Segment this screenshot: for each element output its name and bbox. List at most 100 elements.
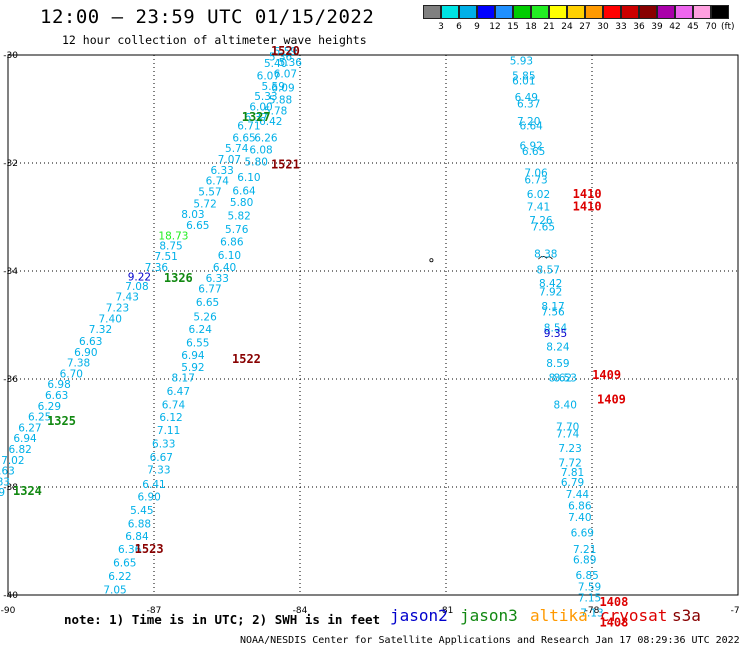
colorbar-label: 70: [705, 22, 717, 32]
y-tick-label: -34: [3, 267, 18, 277]
colorbar-swatch: [423, 5, 441, 19]
swh-label: 7.51: [154, 251, 177, 263]
swh-label: 7.02: [1, 455, 24, 467]
swh-label: 7.21: [573, 544, 596, 556]
swh-label: 5.93: [510, 56, 533, 68]
swh-label: 7.59: [578, 582, 601, 594]
swh-label: 6.33: [152, 439, 175, 451]
colorbar-swatch: [549, 5, 567, 19]
colorbar-label: 36: [633, 22, 645, 32]
swh-label: 6.86: [220, 237, 244, 249]
swh-label: 7.33: [147, 465, 170, 477]
x-tick-label: -78: [585, 606, 600, 616]
swh-label: 6.65: [186, 220, 209, 232]
swh-label: 6.69: [571, 528, 594, 540]
pass-time-label: 1325: [47, 414, 76, 428]
swh-label: 6.00: [249, 102, 272, 114]
swh-label: 8.62: [549, 373, 572, 385]
colorbar-swatch: [531, 5, 549, 19]
swh-label: 7.92: [539, 286, 562, 298]
swh-label: 5.80: [230, 197, 253, 209]
swh-label: 7.23: [106, 303, 129, 315]
swh-label: 8.38: [534, 249, 557, 261]
swh-label: 6.64: [519, 121, 543, 133]
swh-label: 5.82: [227, 211, 250, 223]
swh-label: 6.37: [517, 98, 540, 110]
swh-label: 7.81: [561, 467, 584, 479]
swh-label: 6.37: [245, 112, 268, 124]
swh-label: 8.42: [539, 278, 562, 290]
swh-label: 7.11: [157, 425, 180, 437]
swh-label: 6.33: [206, 273, 229, 285]
pass-time-label: 1409: [592, 368, 621, 382]
colorbar-label: 39: [651, 22, 663, 32]
swh-label: 6.24: [189, 324, 213, 336]
swh-label: 5.36: [279, 57, 303, 69]
plot-frame: [7, 54, 739, 596]
swh-label: 6.27: [18, 422, 41, 434]
swh-label: 7.41: [527, 202, 550, 214]
swh-label: 6.09: [271, 83, 294, 95]
colorbar-swatch: [711, 5, 729, 19]
pass-time-label: 1409: [597, 392, 626, 406]
swh-label: 6.63: [79, 336, 102, 348]
colorbar-swatch: [621, 5, 639, 19]
colorbar-swatch: [441, 5, 459, 19]
swh-label: 6.85: [575, 570, 598, 582]
swh-label: 6.55: [186, 338, 209, 350]
colorbar-swatch: [675, 5, 693, 19]
x-tick-label: -81: [439, 606, 454, 616]
swh-label: 6.74: [162, 400, 186, 412]
swh-label: 7.08: [125, 281, 148, 293]
swh-label: 6.71: [237, 121, 260, 133]
swh-label: 6.49: [515, 92, 538, 104]
swh-label: 8.03: [181, 209, 204, 221]
swh-label: 7.15: [578, 592, 601, 604]
swh-label: 7.38: [67, 358, 90, 370]
swh-label: 5.78: [264, 105, 287, 117]
colorbar-swatch: [513, 5, 531, 19]
island-marker: [429, 258, 434, 263]
swh-label: 6.98: [47, 379, 70, 391]
swh-label: 7.74: [556, 428, 580, 440]
swh-label: 6.12: [159, 412, 182, 424]
y-tick-label: -38: [3, 483, 18, 493]
colorbar-label: 42: [669, 22, 681, 32]
swh-label: 6.41: [142, 479, 165, 491]
colorbar-label: 21: [543, 22, 555, 32]
swh-label: 6.63: [0, 466, 15, 478]
swh-label: 6.10: [218, 250, 241, 262]
island-marker: [538, 255, 553, 260]
colorbar-swatch: [477, 5, 495, 19]
colorbar-label: 6: [456, 22, 462, 32]
swh-label: 5.80: [245, 157, 268, 169]
pass-time-label: 1520: [271, 44, 300, 58]
legend-s3a: s3a: [672, 606, 701, 625]
swh-label: 5.26: [193, 312, 217, 324]
swh-label: 6.79: [561, 477, 584, 489]
colorbar-label: 3: [438, 22, 444, 32]
swh-label: 6.77: [198, 284, 221, 296]
x-tick-label: -75: [731, 606, 740, 616]
legend-jason2: jason2: [390, 606, 448, 625]
pass-time-label: 1523: [135, 542, 164, 556]
y-tick-label: -40: [3, 591, 18, 601]
x-tick-label: -90: [1, 606, 16, 616]
swh-label: 7.13: [580, 608, 603, 620]
swh-label: 5.45: [130, 505, 153, 517]
swh-label: 8.59: [546, 358, 569, 370]
swh-label: 7.32: [89, 324, 112, 336]
swh-label: 8.75: [159, 240, 182, 252]
swh-label: 8.57: [537, 265, 560, 277]
credit-line: NOAA/NESDIS Center for Satellite Applica…: [240, 635, 740, 646]
swh-label: 6.65: [232, 132, 255, 144]
swh-label: 6.22: [108, 571, 131, 583]
colorbar-swatch: [693, 5, 711, 19]
colorbar-label: 30: [597, 22, 609, 32]
swh-label: 6.84: [125, 531, 149, 543]
swh-label: 6.94: [13, 433, 37, 445]
swh-label: 5.33: [254, 91, 277, 103]
swh-label: 6.65: [196, 297, 219, 309]
swh-label: 6.10: [237, 172, 260, 184]
